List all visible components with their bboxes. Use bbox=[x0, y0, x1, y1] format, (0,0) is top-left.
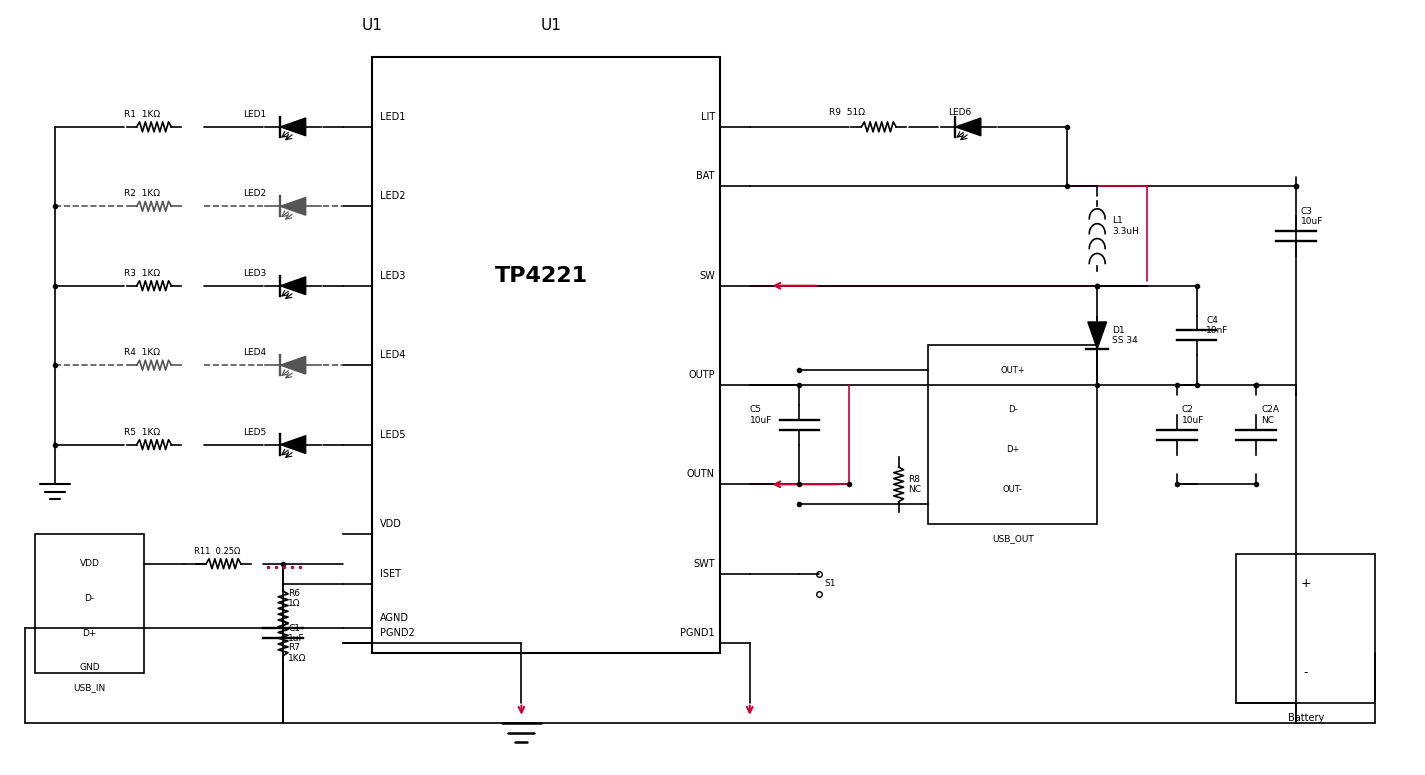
Text: LED4: LED4 bbox=[380, 350, 406, 360]
Text: BAT: BAT bbox=[697, 171, 715, 181]
Text: C1
1uF: C1 1uF bbox=[288, 624, 305, 643]
Text: SW: SW bbox=[700, 270, 715, 281]
Text: OUT+: OUT+ bbox=[1000, 366, 1025, 374]
Text: -: - bbox=[1304, 666, 1308, 680]
Bar bbox=[929, 346, 1097, 524]
Text: D+: D+ bbox=[1006, 445, 1019, 454]
Text: C5
10uF: C5 10uF bbox=[750, 405, 772, 425]
Text: USB_IN: USB_IN bbox=[73, 683, 105, 692]
Text: LED6: LED6 bbox=[948, 108, 972, 117]
Text: SWT: SWT bbox=[694, 559, 715, 569]
Text: C3
10uF: C3 10uF bbox=[1301, 206, 1324, 226]
Text: R11  0.25Ω: R11 0.25Ω bbox=[194, 547, 241, 556]
Polygon shape bbox=[1087, 322, 1107, 349]
Polygon shape bbox=[281, 277, 306, 294]
Text: USB_OUT: USB_OUT bbox=[992, 534, 1033, 543]
Text: GND: GND bbox=[80, 663, 100, 673]
Text: R6
1Ω: R6 1Ω bbox=[288, 589, 301, 608]
Bar bbox=[1237, 554, 1375, 703]
Text: R4  1KΩ: R4 1KΩ bbox=[124, 348, 160, 357]
Bar bbox=[372, 57, 720, 653]
Text: LED5: LED5 bbox=[380, 429, 406, 439]
Text: Battery: Battery bbox=[1288, 713, 1324, 722]
Text: OUTP: OUTP bbox=[688, 370, 715, 380]
Text: S1: S1 bbox=[824, 579, 835, 588]
Text: R1  1KΩ: R1 1KΩ bbox=[124, 110, 161, 119]
Text: R9  51Ω: R9 51Ω bbox=[829, 108, 865, 117]
Text: C4
10nF: C4 10nF bbox=[1207, 315, 1228, 335]
Text: R2  1KΩ: R2 1KΩ bbox=[124, 189, 160, 198]
Text: LED1: LED1 bbox=[244, 110, 266, 119]
Text: LED5: LED5 bbox=[244, 428, 266, 436]
Text: +: + bbox=[1301, 577, 1311, 590]
Text: LED1: LED1 bbox=[380, 112, 406, 122]
Text: R5  1KΩ: R5 1KΩ bbox=[124, 428, 161, 436]
Text: LED3: LED3 bbox=[380, 270, 406, 281]
Text: OUT-: OUT- bbox=[1003, 485, 1023, 494]
Text: R3  1KΩ: R3 1KΩ bbox=[124, 269, 161, 277]
Text: ISET: ISET bbox=[380, 569, 402, 579]
Text: U1: U1 bbox=[540, 18, 561, 33]
Polygon shape bbox=[281, 198, 306, 215]
Text: VDD: VDD bbox=[380, 519, 402, 529]
Text: D-: D- bbox=[84, 594, 94, 603]
Text: U1: U1 bbox=[362, 18, 383, 33]
Text: D1
SS 34: D1 SS 34 bbox=[1112, 326, 1139, 345]
Polygon shape bbox=[956, 118, 980, 136]
Text: D-: D- bbox=[1007, 405, 1017, 415]
Text: L1
3.3uH: L1 3.3uH bbox=[1112, 216, 1139, 236]
Text: C2A
NC: C2A NC bbox=[1261, 405, 1280, 425]
Text: TP4221: TP4221 bbox=[494, 266, 587, 286]
Text: LED3: LED3 bbox=[244, 269, 266, 277]
Text: LED2: LED2 bbox=[244, 189, 266, 198]
Text: OUTN: OUTN bbox=[687, 470, 715, 479]
Text: LIT: LIT bbox=[701, 112, 715, 122]
Polygon shape bbox=[281, 356, 306, 374]
Text: LED4: LED4 bbox=[244, 348, 266, 357]
Text: AGND: AGND bbox=[380, 613, 409, 623]
Text: R8
NC: R8 NC bbox=[909, 474, 922, 494]
Text: C2
10uF: C2 10uF bbox=[1181, 405, 1204, 425]
Text: PGND1: PGND1 bbox=[680, 629, 715, 638]
Text: LED2: LED2 bbox=[380, 191, 406, 202]
Text: R7
1KΩ: R7 1KΩ bbox=[288, 643, 306, 663]
Bar bbox=[34, 534, 144, 673]
Polygon shape bbox=[281, 436, 306, 453]
Polygon shape bbox=[281, 118, 306, 136]
Text: D+: D+ bbox=[83, 629, 97, 638]
Text: PGND2: PGND2 bbox=[380, 629, 415, 638]
Text: VDD: VDD bbox=[80, 560, 100, 568]
